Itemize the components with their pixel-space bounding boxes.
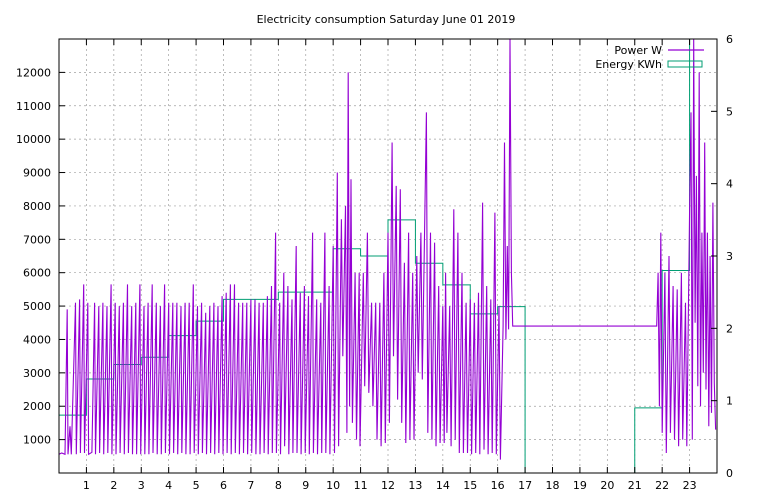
y2-tick-label: 0 bbox=[726, 467, 733, 480]
y2-tick-label: 5 bbox=[726, 105, 733, 118]
series-power-w-line bbox=[58, 38, 717, 460]
y2-tick-label: 4 bbox=[726, 178, 733, 191]
x-tick-label: 11 bbox=[354, 479, 368, 492]
x-tick-label: 18 bbox=[546, 479, 560, 492]
legend-label-energy: Energy KWh bbox=[595, 58, 662, 71]
y-tick-label: 5000 bbox=[23, 300, 51, 313]
x-tick-label: 15 bbox=[463, 479, 477, 492]
x-tick-label: 6 bbox=[220, 479, 227, 492]
y-tick-label: 12000 bbox=[16, 66, 51, 79]
axes: 1 2 3 4 5 6 7 8 9 10 11 12 13 14 15 16 17 18 19 20 21 22 23100… bbox=[16, 33, 733, 492]
chart-title: Electricity consumption Saturday June 01… bbox=[257, 13, 516, 26]
x-tick-label: 17 bbox=[518, 479, 532, 492]
y-tick-label: 8000 bbox=[23, 200, 51, 213]
y-tick-label: 3000 bbox=[23, 367, 51, 380]
y2-tick-label: 3 bbox=[726, 250, 733, 263]
x-tick-label: 8 bbox=[275, 479, 282, 492]
x-tick-label: 14 bbox=[436, 479, 450, 492]
x-tick-label: 23 bbox=[683, 479, 697, 492]
legend-swatch-energy bbox=[667, 60, 703, 68]
y-tick-label: 4000 bbox=[23, 333, 51, 346]
x-tick-label: 21 bbox=[628, 479, 642, 492]
y-tick-label: 1000 bbox=[23, 434, 51, 447]
y-tick-label: 11000 bbox=[16, 100, 51, 113]
y-tick-label: 2000 bbox=[23, 400, 51, 413]
x-tick-label: 20 bbox=[600, 479, 614, 492]
y2-tick-label: 6 bbox=[726, 33, 733, 46]
x-tick-label: 2 bbox=[110, 479, 117, 492]
x-tick-label: 22 bbox=[655, 479, 669, 492]
x-tick-label: 3 bbox=[138, 479, 145, 492]
x-tick-label: 13 bbox=[408, 479, 422, 492]
y-tick-label: 6000 bbox=[23, 267, 51, 280]
x-tick-label: 12 bbox=[381, 479, 395, 492]
x-tick-label: 7 bbox=[247, 479, 254, 492]
y-tick-label: 9000 bbox=[23, 167, 51, 180]
x-tick-label: 1 bbox=[83, 479, 90, 492]
y-tick-label: 10000 bbox=[16, 133, 51, 146]
y2-tick-label: 1 bbox=[726, 395, 733, 408]
y-tick-label: 7000 bbox=[23, 233, 51, 246]
legend-label-power: Power W bbox=[614, 44, 662, 57]
x-tick-label: 16 bbox=[491, 479, 505, 492]
x-tick-label: 10 bbox=[326, 479, 340, 492]
x-tick-label: 9 bbox=[302, 479, 309, 492]
y2-tick-label: 2 bbox=[726, 322, 733, 335]
x-tick-label: 5 bbox=[193, 479, 200, 492]
x-tick-label: 19 bbox=[573, 479, 587, 492]
x-tick-label: 4 bbox=[165, 479, 172, 492]
